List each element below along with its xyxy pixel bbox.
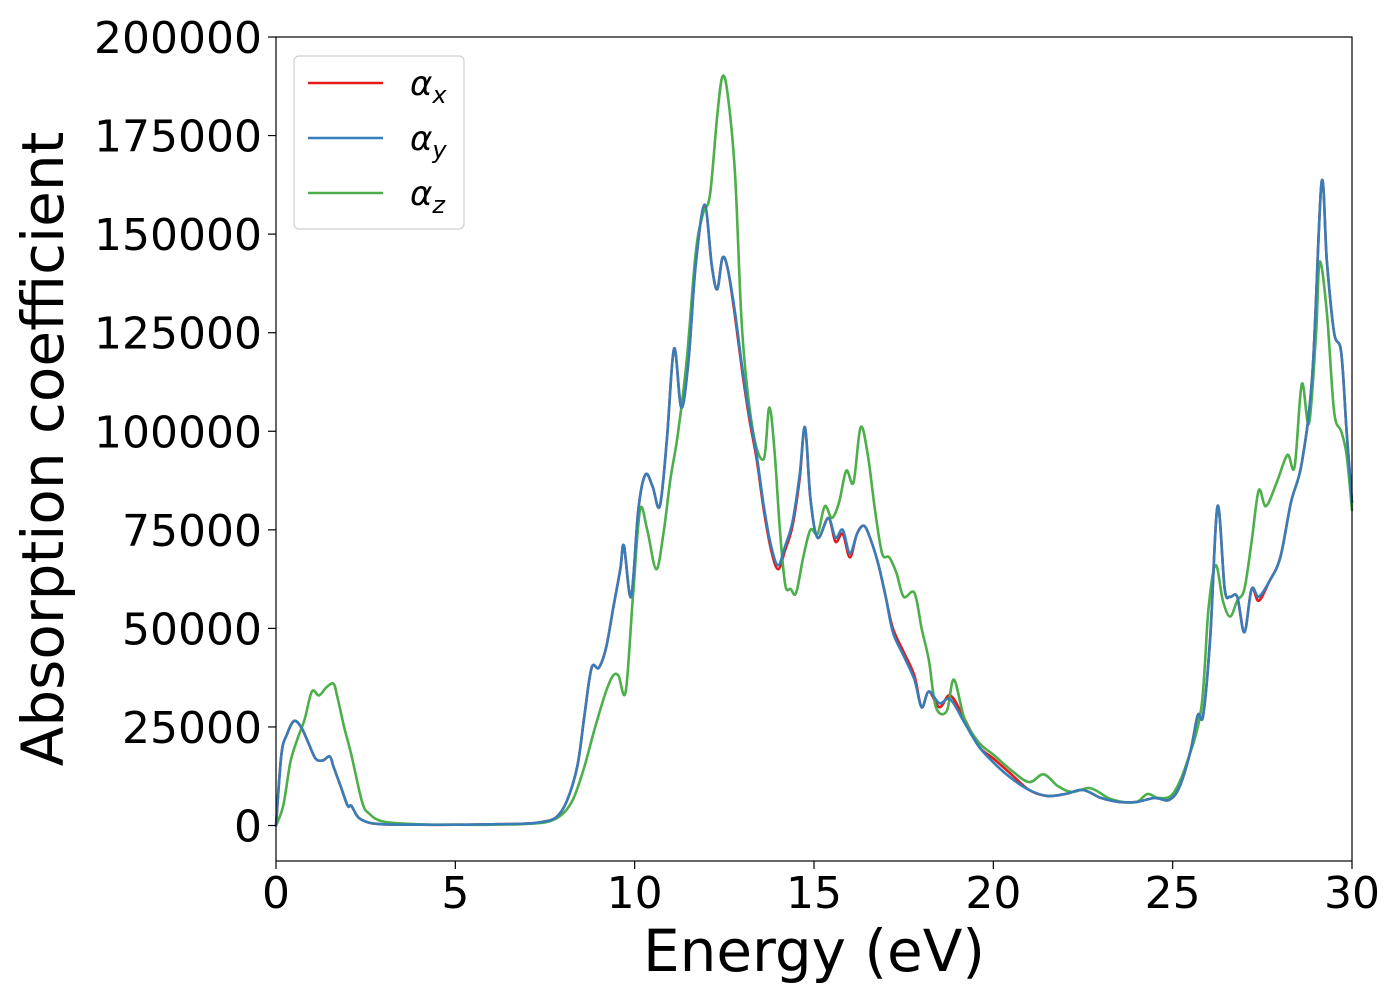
y-tick-label: 150000 [94, 210, 262, 261]
legend-box [293, 55, 465, 230]
x-tick-label: 20 [965, 868, 1021, 919]
y-tick-label: 75000 [122, 506, 262, 557]
x-tick-label: 5 [441, 868, 469, 919]
legend-subscript: z [431, 191, 446, 219]
x-tick-label: 10 [607, 868, 663, 919]
legend-subscript: y [431, 136, 447, 164]
y-tick-label: 25000 [122, 703, 262, 754]
legend-label-alpha-x: αx [410, 64, 447, 109]
legend-label-alpha-y: αy [410, 119, 447, 164]
legend-symbol: α [410, 119, 432, 159]
x-tick-label: 15 [786, 868, 842, 919]
x-axis-label: Energy (eV) [643, 917, 985, 985]
series-layer [274, 74, 1354, 827]
y-tick-label: 100000 [94, 407, 262, 458]
legend-label-alpha-z: αz [410, 174, 446, 219]
series-line-alpha-y [274, 178, 1354, 827]
legend-symbol: α [410, 174, 432, 214]
y-axis-label: Absorption coefficient [9, 132, 77, 767]
x-tick-label: 0 [262, 868, 290, 919]
x-axis-ticks: 0 5 10 15 20 25 30 [262, 861, 1380, 919]
y-tick-label: 0 [234, 802, 262, 853]
legend-subscript: x [431, 81, 447, 109]
legend-symbol: α [410, 64, 432, 104]
y-tick-label: 175000 [94, 112, 262, 163]
y-tick-label: 50000 [122, 604, 262, 655]
y-tick-label: 125000 [94, 309, 262, 360]
y-tick-label: 200000 [94, 13, 262, 64]
x-tick-label: 25 [1145, 868, 1201, 919]
y-axis-ticks: 0 25000 50000 75000 100000 125000 150000 175000… [94, 13, 276, 853]
x-tick-label: 30 [1324, 868, 1380, 919]
